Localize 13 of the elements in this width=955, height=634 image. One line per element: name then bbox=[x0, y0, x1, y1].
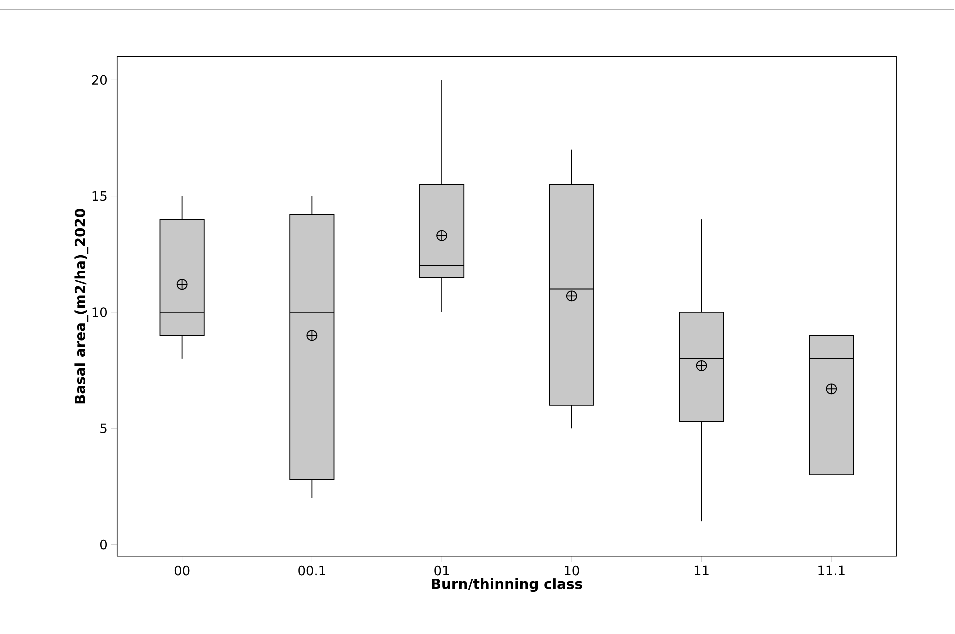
x-axis-title: Burn/thinning class bbox=[432, 578, 582, 592]
y-tick-label: 15 bbox=[92, 191, 107, 201]
x-tick-label: 00 bbox=[174, 566, 190, 576]
y-tick-label: 5 bbox=[100, 424, 107, 434]
x-tick-label: 10 bbox=[565, 566, 580, 576]
y-tick-label: 20 bbox=[92, 75, 108, 85]
x-tick-label: 00.1 bbox=[298, 566, 326, 576]
x-tick-label: 01 bbox=[434, 566, 450, 576]
x-tick-label: 11.1 bbox=[818, 566, 845, 576]
y-tick-label: 10 bbox=[92, 307, 108, 318]
y-tick-label: 0 bbox=[100, 540, 108, 550]
x-tick-label: 11 bbox=[694, 566, 709, 576]
y-axis-title: Basal area_(m2/ha)_2020 bbox=[74, 208, 89, 404]
